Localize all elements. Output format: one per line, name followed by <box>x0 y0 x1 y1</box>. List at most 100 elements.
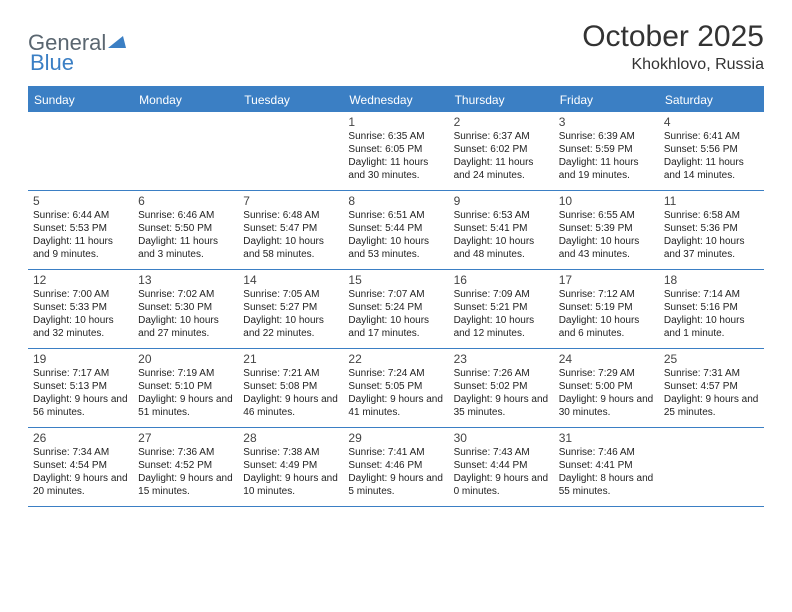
day-header: Thursday <box>449 88 554 112</box>
calendar-cell: 27Sunrise: 7:36 AMSunset: 4:52 PMDayligh… <box>133 428 238 506</box>
calendar-cell: 26Sunrise: 7:34 AMSunset: 4:54 PMDayligh… <box>28 428 133 506</box>
month-title: October 2025 <box>582 20 764 54</box>
daylight-line: Daylight: 9 hours and 0 minutes. <box>454 473 549 499</box>
sunrise-line: Sunrise: 7:00 AM <box>33 289 128 302</box>
sunrise-line: Sunrise: 7:24 AM <box>348 368 443 381</box>
day-number: 2 <box>454 115 549 130</box>
day-number: 13 <box>138 273 233 288</box>
calendar-cell: 6Sunrise: 6:46 AMSunset: 5:50 PMDaylight… <box>133 191 238 269</box>
calendar-cell: 11Sunrise: 6:58 AMSunset: 5:36 PMDayligh… <box>659 191 764 269</box>
sunset-line: Sunset: 4:41 PM <box>559 460 654 473</box>
sunset-line: Sunset: 5:16 PM <box>664 302 759 315</box>
sunset-line: Sunset: 5:02 PM <box>454 381 549 394</box>
day-number: 24 <box>559 352 654 367</box>
daylight-line: Daylight: 9 hours and 10 minutes. <box>243 473 338 499</box>
daylight-line: Daylight: 10 hours and 53 minutes. <box>348 236 443 262</box>
daylight-line: Daylight: 11 hours and 19 minutes. <box>559 157 654 183</box>
sunset-line: Sunset: 5:30 PM <box>138 302 233 315</box>
sunset-line: Sunset: 6:05 PM <box>348 144 443 157</box>
calendar-cell: 31Sunrise: 7:46 AMSunset: 4:41 PMDayligh… <box>554 428 659 506</box>
calendar-cell: 19Sunrise: 7:17 AMSunset: 5:13 PMDayligh… <box>28 349 133 427</box>
calendar-cell: 22Sunrise: 7:24 AMSunset: 5:05 PMDayligh… <box>343 349 448 427</box>
sunrise-line: Sunrise: 6:48 AM <box>243 210 338 223</box>
day-header-row: SundayMondayTuesdayWednesdayThursdayFrid… <box>28 88 764 112</box>
daylight-line: Daylight: 9 hours and 51 minutes. <box>138 394 233 420</box>
daylight-line: Daylight: 10 hours and 22 minutes. <box>243 315 338 341</box>
daylight-line: Daylight: 11 hours and 3 minutes. <box>138 236 233 262</box>
sunset-line: Sunset: 5:19 PM <box>559 302 654 315</box>
header: General October 2025 Khokhlovo, Russia <box>28 20 764 74</box>
sunset-line: Sunset: 4:54 PM <box>33 460 128 473</box>
daylight-line: Daylight: 10 hours and 6 minutes. <box>559 315 654 341</box>
sunrise-line: Sunrise: 6:37 AM <box>454 131 549 144</box>
day-number: 20 <box>138 352 233 367</box>
calendar-cell: 13Sunrise: 7:02 AMSunset: 5:30 PMDayligh… <box>133 270 238 348</box>
sunrise-line: Sunrise: 6:51 AM <box>348 210 443 223</box>
day-number: 17 <box>559 273 654 288</box>
sunset-line: Sunset: 6:02 PM <box>454 144 549 157</box>
day-number: 23 <box>454 352 549 367</box>
sunrise-line: Sunrise: 7:41 AM <box>348 447 443 460</box>
calendar-cell: 15Sunrise: 7:07 AMSunset: 5:24 PMDayligh… <box>343 270 448 348</box>
daylight-line: Daylight: 9 hours and 35 minutes. <box>454 394 549 420</box>
sunrise-line: Sunrise: 7:26 AM <box>454 368 549 381</box>
daylight-line: Daylight: 10 hours and 48 minutes. <box>454 236 549 262</box>
sunrise-line: Sunrise: 7:19 AM <box>138 368 233 381</box>
daylight-line: Daylight: 10 hours and 17 minutes. <box>348 315 443 341</box>
sunset-line: Sunset: 5:21 PM <box>454 302 549 315</box>
calendar-cell: 20Sunrise: 7:19 AMSunset: 5:10 PMDayligh… <box>133 349 238 427</box>
day-number: 18 <box>664 273 759 288</box>
calendar-cell: 7Sunrise: 6:48 AMSunset: 5:47 PMDaylight… <box>238 191 343 269</box>
location: Khokhlovo, Russia <box>582 56 764 74</box>
daylight-line: Daylight: 10 hours and 27 minutes. <box>138 315 233 341</box>
daylight-line: Daylight: 10 hours and 1 minute. <box>664 315 759 341</box>
sunset-line: Sunset: 5:47 PM <box>243 223 338 236</box>
daylight-line: Daylight: 9 hours and 5 minutes. <box>348 473 443 499</box>
calendar-cell <box>28 112 133 190</box>
calendar-cell: 23Sunrise: 7:26 AMSunset: 5:02 PMDayligh… <box>449 349 554 427</box>
sunset-line: Sunset: 5:36 PM <box>664 223 759 236</box>
sunrise-line: Sunrise: 7:31 AM <box>664 368 759 381</box>
sunrise-line: Sunrise: 7:29 AM <box>559 368 654 381</box>
day-number: 11 <box>664 194 759 209</box>
sunrise-line: Sunrise: 7:17 AM <box>33 368 128 381</box>
sunset-line: Sunset: 4:46 PM <box>348 460 443 473</box>
daylight-line: Daylight: 10 hours and 32 minutes. <box>33 315 128 341</box>
sunset-line: Sunset: 5:10 PM <box>138 381 233 394</box>
calendar-week: 12Sunrise: 7:00 AMSunset: 5:33 PMDayligh… <box>28 270 764 349</box>
daylight-line: Daylight: 11 hours and 24 minutes. <box>454 157 549 183</box>
calendar-cell: 28Sunrise: 7:38 AMSunset: 4:49 PMDayligh… <box>238 428 343 506</box>
calendar-body: 1Sunrise: 6:35 AMSunset: 6:05 PMDaylight… <box>28 112 764 507</box>
sunset-line: Sunset: 5:00 PM <box>559 381 654 394</box>
day-number: 16 <box>454 273 549 288</box>
calendar-cell: 10Sunrise: 6:55 AMSunset: 5:39 PMDayligh… <box>554 191 659 269</box>
calendar-cell: 12Sunrise: 7:00 AMSunset: 5:33 PMDayligh… <box>28 270 133 348</box>
sunset-line: Sunset: 5:59 PM <box>559 144 654 157</box>
sunrise-line: Sunrise: 6:44 AM <box>33 210 128 223</box>
day-number: 4 <box>664 115 759 130</box>
sunset-line: Sunset: 5:41 PM <box>454 223 549 236</box>
brand-part2: Blue <box>30 50 74 76</box>
daylight-line: Daylight: 8 hours and 55 minutes. <box>559 473 654 499</box>
calendar-cell: 16Sunrise: 7:09 AMSunset: 5:21 PMDayligh… <box>449 270 554 348</box>
sunset-line: Sunset: 5:33 PM <box>33 302 128 315</box>
sunrise-line: Sunrise: 7:05 AM <box>243 289 338 302</box>
daylight-line: Daylight: 10 hours and 12 minutes. <box>454 315 549 341</box>
day-number: 8 <box>348 194 443 209</box>
sunrise-line: Sunrise: 7:36 AM <box>138 447 233 460</box>
day-number: 21 <box>243 352 338 367</box>
sunrise-line: Sunrise: 7:14 AM <box>664 289 759 302</box>
sunrise-line: Sunrise: 7:02 AM <box>138 289 233 302</box>
daylight-line: Daylight: 11 hours and 9 minutes. <box>33 236 128 262</box>
daylight-line: Daylight: 9 hours and 46 minutes. <box>243 394 338 420</box>
daylight-line: Daylight: 10 hours and 43 minutes. <box>559 236 654 262</box>
sunset-line: Sunset: 5:08 PM <box>243 381 338 394</box>
sunset-line: Sunset: 5:24 PM <box>348 302 443 315</box>
calendar-cell <box>659 428 764 506</box>
day-number: 6 <box>138 194 233 209</box>
day-header: Monday <box>133 88 238 112</box>
daylight-line: Daylight: 9 hours and 15 minutes. <box>138 473 233 499</box>
daylight-line: Daylight: 11 hours and 30 minutes. <box>348 157 443 183</box>
day-number: 14 <box>243 273 338 288</box>
sunset-line: Sunset: 4:44 PM <box>454 460 549 473</box>
